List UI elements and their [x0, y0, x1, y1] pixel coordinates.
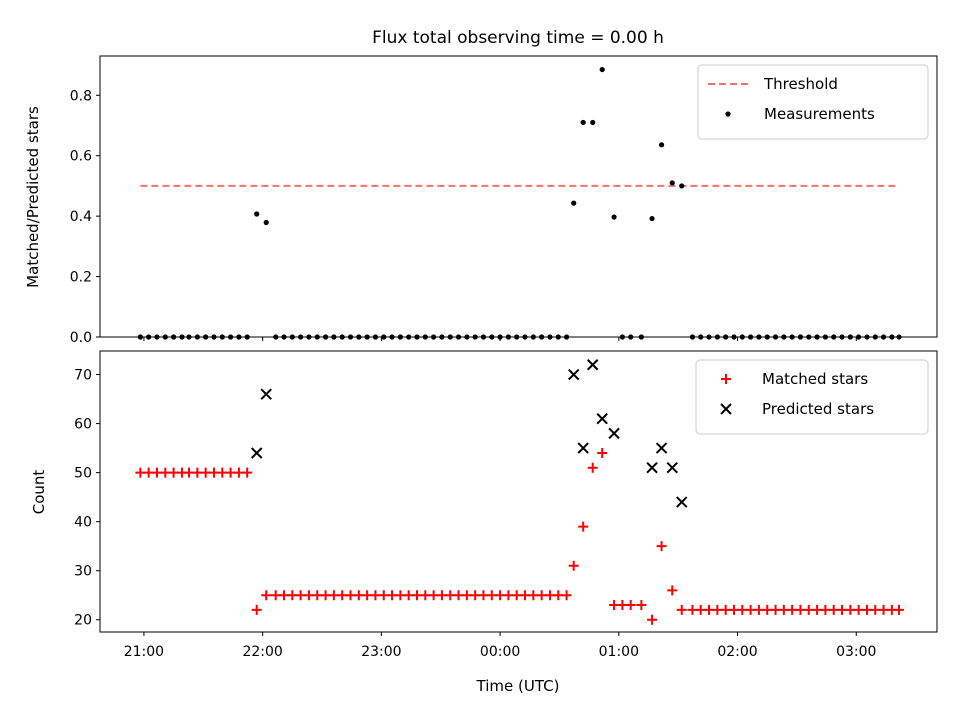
matched-stars-point — [625, 600, 636, 611]
bottom-x-tick-label: 01:00 — [599, 644, 639, 660]
predicted-stars-point — [251, 447, 263, 459]
predicted-stars-point — [608, 427, 620, 440]
predicted-stars-point — [567, 368, 580, 381]
predicted-stars-point — [655, 442, 668, 454]
matched-stars-point — [242, 467, 253, 478]
top-y-tick-label: 0.2 — [70, 270, 92, 286]
series-predicted-stars — [251, 359, 688, 508]
matched-stars-point — [261, 590, 272, 601]
bottom-x-tick-label: 21:00 — [124, 644, 164, 660]
measurement-point — [590, 119, 596, 126]
predicted-stars-point — [577, 442, 589, 454]
predicted-stars-point — [666, 462, 678, 474]
top-y-tick-label: 0.8 — [70, 88, 92, 104]
bottom-y-axis-label: Count — [30, 470, 48, 515]
measurement-point — [599, 66, 605, 73]
bottom-y-tick-label: 70 — [74, 368, 92, 384]
top-y-tick-label: 0.4 — [70, 209, 92, 225]
bottom-y-tick-label: 60 — [74, 417, 92, 433]
bottom-y-tick-label: 20 — [74, 613, 92, 629]
plot-layer: 0.0 0.2 0.4 0.6 0.8 Threshold Measurements 20 30… — [70, 55, 938, 660]
measurement-point — [669, 180, 675, 186]
top-y-axis-label: Matched/Predicted stars — [24, 106, 42, 288]
bottom-y-tick-label: 40 — [74, 515, 92, 531]
measurement-point — [649, 215, 655, 222]
matched-stars-point — [676, 604, 687, 615]
predicted-stars-point — [646, 462, 658, 474]
bottom-legend-box — [695, 359, 929, 435]
predicted-stars-point — [676, 496, 688, 508]
predicted-stars-point — [596, 412, 608, 425]
bottom-y-tick-label: 30 — [74, 564, 92, 580]
matched-stars-point — [568, 560, 579, 571]
predicted-stars-point — [586, 359, 599, 371]
top-y-tick-label: 0.6 — [70, 149, 92, 165]
measurement-point — [679, 183, 685, 189]
legend-predicted-stars-marker — [720, 403, 732, 415]
bottom-y-tick-label: 50 — [74, 466, 92, 482]
legend-measurements-marker — [725, 111, 731, 117]
measurement-point — [658, 142, 665, 148]
top-legend-label: Threshold — [763, 75, 838, 93]
top-legend-label: Measurements — [764, 105, 875, 123]
bottom-x-tick-label: 22:00 — [242, 644, 282, 660]
bottom-x-tick-label: 23:00 — [361, 644, 401, 660]
measurement-point — [571, 200, 577, 206]
measurement-point — [611, 214, 617, 220]
matched-stars-point — [578, 521, 589, 532]
bottom-x-tick-label: 02:00 — [717, 644, 757, 660]
top-y-tick-label: 0.0 — [70, 330, 92, 346]
matched-stars-point — [894, 604, 905, 615]
measurement-point — [254, 211, 260, 217]
top-plot-frame — [99, 55, 938, 338]
bottom-legend-label: Matched stars — [762, 370, 868, 388]
legend-matched-stars-marker — [721, 374, 731, 384]
measurement-point — [263, 219, 269, 226]
bottom-plot-frame — [99, 350, 938, 633]
matched-stars-point — [597, 448, 608, 459]
matched-stars-point — [251, 604, 262, 615]
x-axis-label: Time (UTC) — [476, 677, 560, 695]
matched-stars-point — [636, 600, 647, 611]
predicted-stars-point — [260, 388, 272, 400]
measurement-point — [580, 119, 586, 126]
top-legend-box — [697, 64, 929, 140]
matched-stars-point — [656, 541, 667, 552]
matched-stars-point — [667, 585, 678, 596]
matched-stars-point — [587, 462, 598, 473]
matched-stars-point — [647, 614, 658, 625]
bottom-x-tick-label: 00:00 — [480, 644, 520, 660]
matched-stars-point — [561, 590, 572, 601]
series-matched-stars — [135, 448, 905, 625]
bottom-x-tick-label: 03:00 — [836, 644, 876, 660]
bottom-legend-label: Predicted stars — [762, 400, 874, 418]
top-chart-title: Flux total observing time = 0.00 h — [372, 28, 664, 48]
